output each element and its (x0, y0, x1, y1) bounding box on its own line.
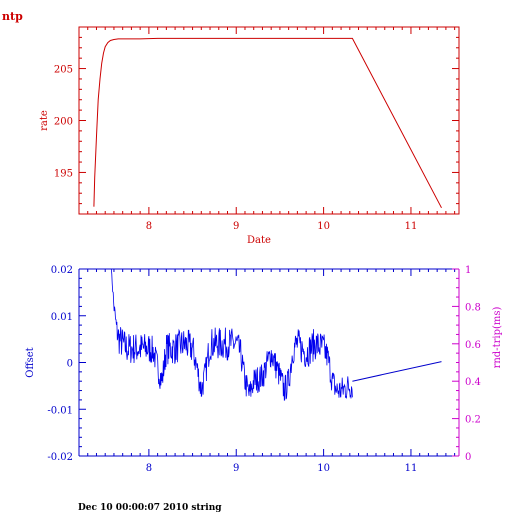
y-tick-label: 0 (67, 359, 73, 370)
y-tick-label: 0.02 (51, 265, 73, 276)
x-tick-label: 11 (405, 463, 418, 474)
y-tick-label: -0.01 (47, 405, 73, 416)
right-y-tick-label: 1 (465, 265, 471, 276)
x-tick-label: 10 (317, 463, 330, 474)
x-axis-label: Date (247, 235, 271, 246)
y-tick-label: 195 (54, 168, 73, 179)
offset-trend-line (352, 361, 442, 382)
offset-chart: 8 9 10 11 -0.02 -0.01 0 0.01 0.02 0 0.2 0.4 0.6 0.8 1 O… (25, 265, 503, 474)
figure-label: ntp (2, 10, 23, 23)
y-tick-label: -0.02 (47, 452, 73, 463)
right-y-tick-label: 0.8 (465, 302, 481, 313)
rate-chart: 8 9 10 11 195 200 205 Date rate (39, 26, 460, 246)
offset-series-line (110, 268, 353, 401)
right-y-tick-label: 0 (465, 452, 471, 463)
y-tick-label: 200 (54, 117, 73, 128)
x-tick-label: 8 (146, 221, 152, 232)
y-axis-label: Offset (25, 347, 36, 377)
right-y-tick-label: 0.6 (465, 340, 481, 351)
right-y-tick-label: 0.2 (465, 415, 481, 426)
x-tick-label: 10 (317, 221, 330, 232)
right-y-tick-label: 0.4 (465, 377, 481, 388)
y-axis-label: rate (39, 110, 50, 131)
x-tick-label: 8 (146, 463, 152, 474)
right-y-axis-label: rnd-trip(ms) (492, 306, 503, 368)
x-tick-label: 9 (233, 221, 239, 232)
plot-frame (78, 26, 460, 215)
y-tick-label: 205 (54, 65, 73, 76)
y-tick-label: 0.01 (51, 312, 73, 323)
footer-timestamp: Dec 10 00:00:07 2010 string (78, 503, 222, 512)
rate-series-line (93, 37, 442, 209)
x-tick-label: 9 (233, 463, 239, 474)
x-tick-label: 11 (405, 221, 418, 232)
